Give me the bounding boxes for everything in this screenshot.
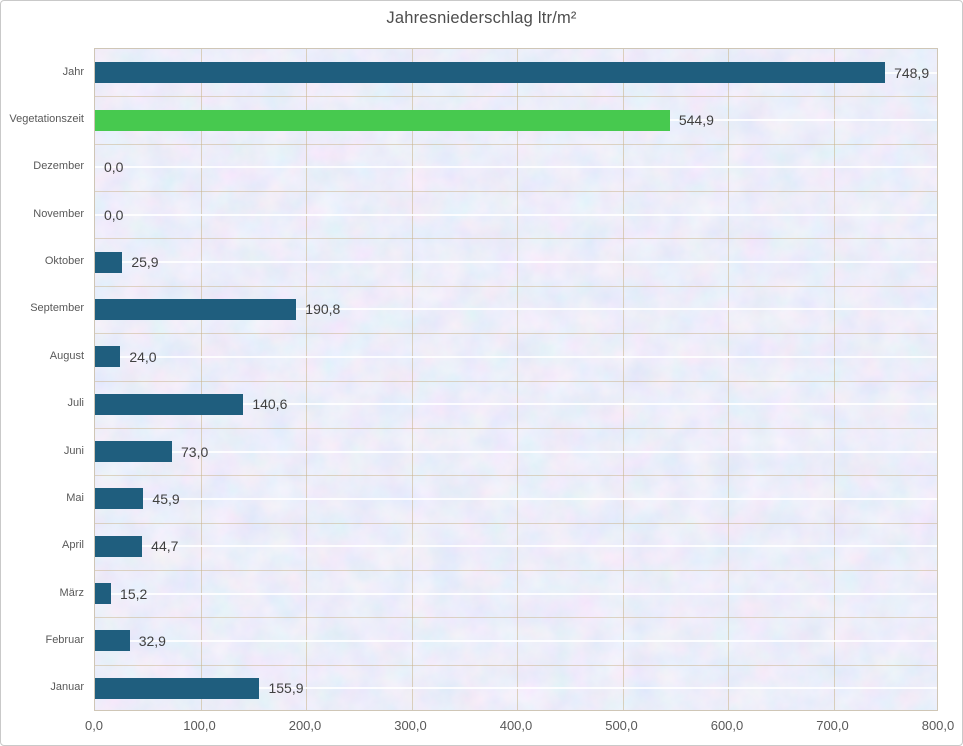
- horizontal-gridline-center: [95, 261, 937, 264]
- category-label: Januar: [50, 681, 84, 694]
- bar-value-label: 155,9: [268, 680, 304, 697]
- horizontal-gridline-boundary: [95, 475, 937, 477]
- x-axis-tick-label: 400,0: [499, 718, 533, 733]
- horizontal-gridline-boundary: [95, 522, 937, 524]
- category-label: Juli: [67, 397, 84, 410]
- x-axis-tick-label: 0,0: [84, 718, 104, 733]
- vertical-gridline: [517, 49, 518, 710]
- bar-value-label: 190,8: [305, 301, 341, 318]
- category-label: Vegetationszeit: [9, 113, 84, 126]
- category-label: November: [33, 207, 84, 220]
- horizontal-gridline-center: [95, 308, 937, 311]
- x-axis-tick-label: 500,0: [605, 718, 638, 733]
- x-axis-tick-label: 700,0: [816, 718, 849, 733]
- plot-area: 748,9 544,9 0,0 0,0 25,9 190,8 24,0 140,6 73,0 45…: [94, 48, 938, 711]
- bar-value-label: 15,2: [120, 585, 148, 602]
- bar: [95, 346, 121, 368]
- bar: [95, 251, 123, 273]
- horizontal-gridline-center: [95, 687, 937, 690]
- vertical-gridline: [833, 49, 835, 710]
- x-axis-tick-label: 300,0: [394, 718, 427, 733]
- horizontal-gridline-boundary: [95, 427, 937, 429]
- horizontal-gridline-boundary: [95, 617, 937, 619]
- category-label: September: [30, 302, 84, 315]
- horizontal-gridline-center: [95, 213, 937, 216]
- vertical-gridline: [200, 49, 202, 710]
- vertical-gridline: [411, 49, 413, 710]
- category-label: Jahr: [62, 65, 84, 78]
- horizontal-gridline-center: [95, 639, 937, 642]
- bar: [95, 298, 297, 320]
- horizontal-gridline-center: [95, 355, 937, 358]
- bar-value-label: 544,9: [678, 112, 714, 129]
- x-axis-tick-label: 800,0: [921, 718, 955, 733]
- bar: [95, 393, 244, 415]
- bar: [95, 677, 260, 699]
- chart-title: Jahresniederschlag ltr/m²: [386, 9, 577, 27]
- vertical-gridline: [306, 49, 307, 710]
- horizontal-gridline-boundary: [95, 569, 937, 571]
- bar-value-label: 44,7: [151, 538, 179, 555]
- category-label: März: [59, 586, 84, 599]
- bar-value-label: 24,0: [129, 348, 157, 365]
- horizontal-gridline-boundary: [95, 143, 937, 145]
- bar-value-label: 73,0: [181, 443, 209, 460]
- horizontal-gridline-center: [95, 450, 937, 453]
- bar-value-label: 0,0: [104, 206, 124, 223]
- bar: [95, 62, 886, 84]
- bar: [95, 109, 670, 131]
- horizontal-gridline-center: [95, 592, 937, 595]
- x-axis-tick-label: 600,0: [710, 718, 744, 733]
- bar: [95, 535, 143, 557]
- bar: [95, 488, 144, 510]
- vertical-gridline: [728, 49, 729, 710]
- bar: [95, 630, 130, 652]
- horizontal-gridline-center: [95, 497, 937, 500]
- vertical-gridline: [622, 49, 624, 710]
- horizontal-gridline-boundary: [95, 191, 937, 193]
- plot-background-texture: [95, 49, 937, 710]
- horizontal-gridline-boundary: [95, 238, 937, 240]
- category-label: Dezember: [33, 160, 84, 173]
- horizontal-gridline-boundary: [95, 285, 937, 287]
- category-label: Juni: [63, 444, 84, 457]
- bar-value-label: 32,9: [138, 632, 166, 649]
- bar-value-label: 140,6: [252, 396, 288, 413]
- category-label: Mai: [66, 491, 84, 504]
- category-label: Februar: [45, 633, 84, 646]
- bar: [95, 441, 172, 463]
- horizontal-gridline-boundary: [95, 664, 937, 666]
- horizontal-gridline-center: [95, 166, 937, 169]
- bar-value-label: 25,9: [131, 254, 159, 271]
- bar-value-label: 0,0: [104, 159, 124, 176]
- category-label: August: [49, 349, 84, 362]
- bar: [95, 583, 112, 605]
- x-axis-tick-label: 200,0: [288, 718, 322, 733]
- horizontal-gridline-center: [95, 403, 937, 406]
- bar-value-label: 45,9: [152, 490, 180, 507]
- category-label: Oktober: [44, 255, 84, 268]
- x-axis-tick-label: 100,0: [183, 718, 216, 733]
- horizontal-gridline-boundary: [95, 333, 937, 335]
- bar-value-label: 748,9: [894, 64, 930, 81]
- horizontal-gridline-center: [95, 545, 937, 548]
- category-label: April: [61, 539, 84, 552]
- horizontal-gridline-boundary: [95, 96, 937, 98]
- horizontal-gridline-boundary: [95, 380, 937, 382]
